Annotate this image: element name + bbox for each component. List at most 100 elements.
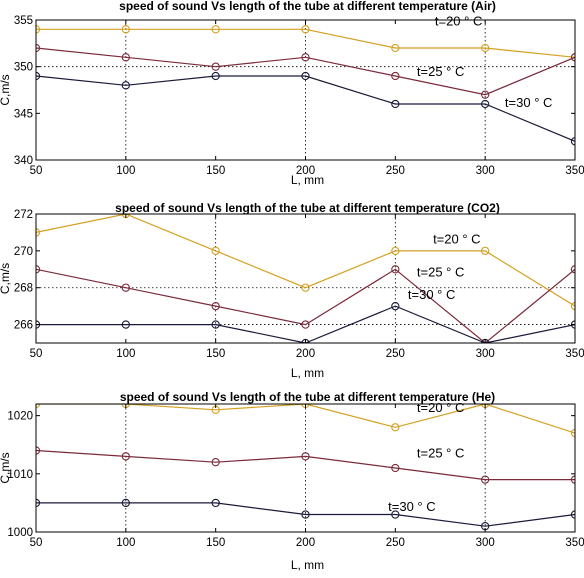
data-point: [121, 53, 130, 62]
data-point: [570, 137, 575, 146]
y-axis-label: C,m/s: [0, 263, 12, 294]
x-tick-label: 300: [476, 165, 495, 177]
series-annotation: t=20 ° C: [433, 231, 480, 246]
data-point: [121, 452, 130, 461]
data-point: [211, 301, 220, 311]
data-point: [121, 25, 130, 34]
data-point: [211, 246, 220, 256]
series-annotation: t=25 ° C: [417, 64, 464, 79]
series-line-1: [36, 28, 575, 58]
x-tick-label: 100: [116, 537, 135, 549]
y-tick-label: 1000: [7, 527, 33, 539]
y-tick-label: 270: [14, 246, 33, 258]
chart-panel-2: 50 100 150 200 250 300 350 266 268 270 272 speed of…: [0, 201, 584, 380]
series-annotation: t=25 ° C: [417, 446, 464, 461]
y-tick-label: 1020: [7, 411, 33, 423]
x-tick-label: 250: [386, 165, 405, 177]
data-point: [211, 25, 220, 34]
series-group: [36, 25, 575, 146]
series-line-3: [36, 75, 575, 142]
x-axis-label: L, mm: [291, 558, 324, 572]
y-axis-label: C,m/s: [0, 452, 12, 483]
data-point: [301, 71, 310, 81]
x-tick-label: 200: [296, 348, 315, 360]
data-point: [391, 246, 400, 256]
y-tick-label: 268: [14, 283, 33, 295]
data-point: [391, 71, 400, 81]
y-tick-label: 340: [14, 155, 33, 167]
y-axis-label: C,m/s: [0, 74, 12, 105]
x-tick-label: 50: [30, 165, 43, 177]
x-tick-label: 350: [565, 348, 584, 360]
series-line-2: [36, 47, 575, 96]
data-point: [301, 320, 310, 329]
x-tick-label: 350: [565, 537, 584, 549]
data-point: [391, 43, 400, 53]
data-point: [211, 62, 220, 71]
x-tick-label: 200: [296, 537, 315, 549]
data-point: [391, 99, 400, 109]
x-tick-label: 150: [206, 537, 225, 549]
data-point: [391, 265, 400, 274]
chart-title: speed of sound Vs length of the tube at …: [119, 0, 496, 13]
x-tick-label: 100: [116, 348, 135, 360]
chart-panel-3: 50 100 150 200 250 300 350 1000 1010 1020 speed of…: [0, 390, 584, 572]
series-line-1: [36, 214, 575, 307]
series-line-2: [36, 449, 575, 481]
data-point: [391, 423, 400, 432]
data-point: [570, 53, 575, 62]
data-point: [570, 510, 575, 519]
x-tick-label: 250: [386, 348, 405, 360]
data-point: [570, 475, 575, 484]
y-tick-label: 272: [14, 209, 33, 221]
data-point: [481, 475, 490, 484]
data-point: [211, 320, 220, 329]
series-line-2: [36, 268, 575, 343]
series-annotation: t=20 ° C: [435, 14, 482, 29]
x-tick-label: 200: [296, 165, 315, 177]
data-point: [301, 452, 310, 461]
data-point: [391, 510, 400, 519]
x-tick-label: 50: [30, 348, 43, 360]
data-point: [481, 99, 490, 109]
series-annotation: t=30 ° C: [388, 499, 435, 514]
x-axis-label: L, mm: [291, 366, 324, 380]
data-point: [570, 428, 575, 438]
data-point: [391, 463, 400, 473]
data-point: [301, 283, 310, 292]
data-point: [481, 246, 490, 256]
x-tick-label: 350: [565, 165, 584, 177]
series-annotation: t=20 ° C: [417, 400, 464, 415]
data-point: [121, 283, 130, 292]
x-tick-label: 250: [386, 537, 405, 549]
series-annotation: t=30 ° C: [408, 287, 455, 302]
data-point: [211, 71, 220, 81]
x-tick-label: 100: [116, 165, 135, 177]
chart-title: speed of sound Vs length of the tube at …: [120, 390, 495, 404]
y-tick-label: 266: [14, 320, 33, 332]
x-tick-label: 300: [476, 348, 495, 360]
y-tick-label: 1010: [7, 469, 33, 481]
chart-panel-1: 50 100 150 200 250 300 350 340 345 350 355 speed of…: [0, 0, 584, 187]
data-point: [121, 320, 130, 329]
x-tick-label: 50: [30, 537, 43, 549]
data-point: [570, 265, 575, 274]
data-point: [301, 510, 310, 519]
series-annotation: t=30 ° C: [505, 95, 552, 110]
series-line-3: [36, 305, 575, 343]
series-annotation: t=25 ° C: [417, 265, 464, 280]
data-point: [481, 43, 490, 53]
data-point: [301, 25, 310, 34]
data-point: [211, 498, 220, 508]
x-axis-label: L, mm: [291, 173, 324, 187]
data-point: [481, 90, 490, 99]
data-point: [211, 458, 220, 467]
chart-title: speed of sound Vs length of the tube at …: [115, 201, 500, 215]
data-point: [121, 81, 130, 90]
series-line-3: [36, 502, 575, 527]
x-tick-label: 150: [206, 165, 225, 177]
y-tick-label: 350: [14, 62, 33, 74]
y-tick-label: 355: [14, 15, 33, 27]
data-point: [121, 498, 130, 508]
